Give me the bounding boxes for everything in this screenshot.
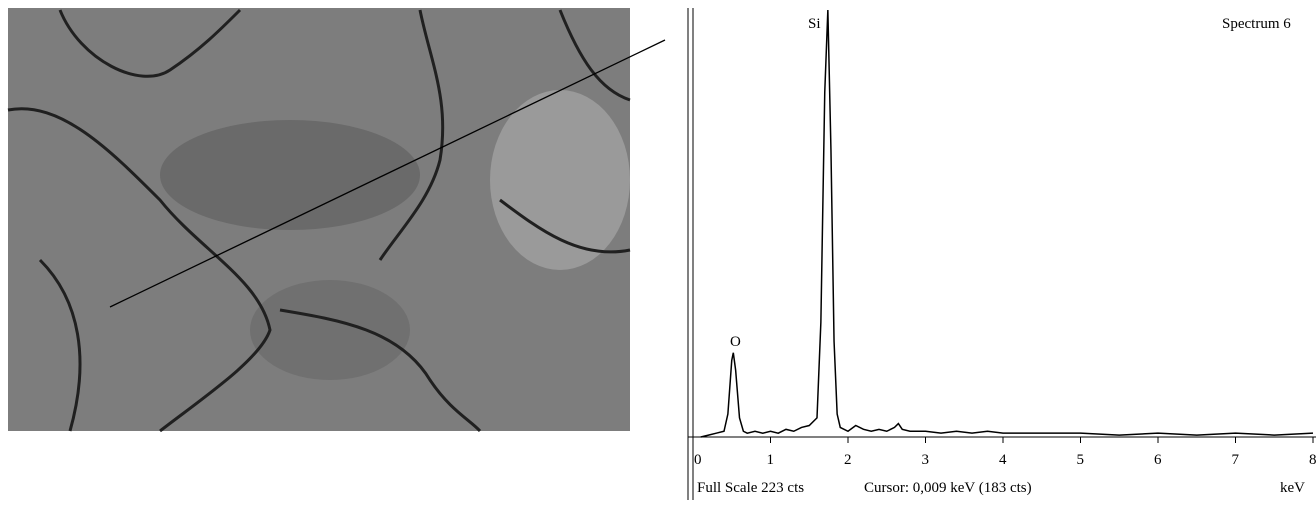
x-tick-label: 0	[694, 452, 702, 468]
peak-label: Si	[808, 16, 821, 32]
spectrum-title: Spectrum 6	[1222, 16, 1291, 32]
x-tick-label: 3	[922, 452, 930, 468]
x-tick-label: 4	[999, 452, 1007, 468]
x-tick-label: 6	[1154, 452, 1162, 468]
cursor-readout: Cursor: 0,009 keV (183 cts)	[864, 480, 1032, 496]
peak-label: O	[730, 334, 741, 350]
spectrum-line	[700, 9, 1314, 438]
full-scale: Full Scale 223 cts	[697, 480, 804, 496]
spectrum-frame	[687, 8, 1316, 500]
sem-image	[7, 8, 666, 433]
x-tick-label: 2	[844, 452, 852, 468]
x-tick-label: 7	[1232, 452, 1240, 468]
x-tick-label: 8	[1309, 452, 1316, 468]
x-tick-label: 1	[767, 452, 775, 468]
x-axis-label: keV	[1280, 480, 1305, 496]
x-tick-label: 5	[1077, 452, 1085, 468]
